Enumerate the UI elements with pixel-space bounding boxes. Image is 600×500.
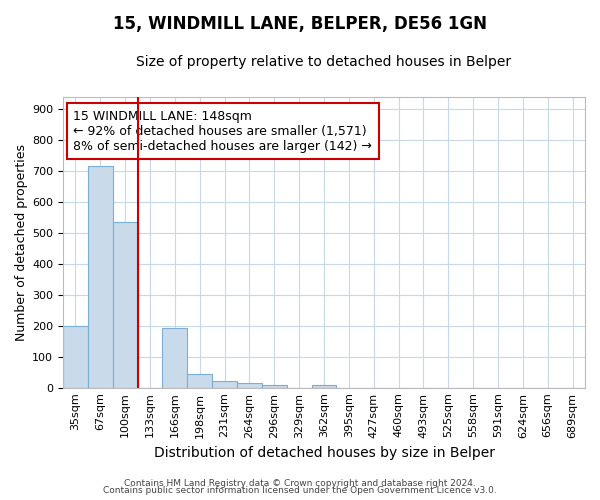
Bar [311,384,337,388]
Text: 15, WINDMILL LANE, BELPER, DE56 1GN: 15, WINDMILL LANE, BELPER, DE56 1GN [113,15,487,33]
Bar [88,166,113,388]
Bar [187,374,212,388]
Bar [63,326,88,388]
Bar [262,384,287,388]
Bar [113,222,137,388]
X-axis label: Distribution of detached houses by size in Belper: Distribution of detached houses by size … [154,446,494,460]
Bar [212,382,237,388]
Text: 15 WINDMILL LANE: 148sqm
← 92% of detached houses are smaller (1,571)
8% of semi: 15 WINDMILL LANE: 148sqm ← 92% of detach… [73,110,373,152]
Text: Contains public sector information licensed under the Open Government Licence v3: Contains public sector information licen… [103,486,497,495]
Text: Contains HM Land Registry data © Crown copyright and database right 2024.: Contains HM Land Registry data © Crown c… [124,478,476,488]
Bar [163,328,187,388]
Y-axis label: Number of detached properties: Number of detached properties [15,144,28,340]
Bar [237,383,262,388]
Title: Size of property relative to detached houses in Belper: Size of property relative to detached ho… [136,55,512,69]
